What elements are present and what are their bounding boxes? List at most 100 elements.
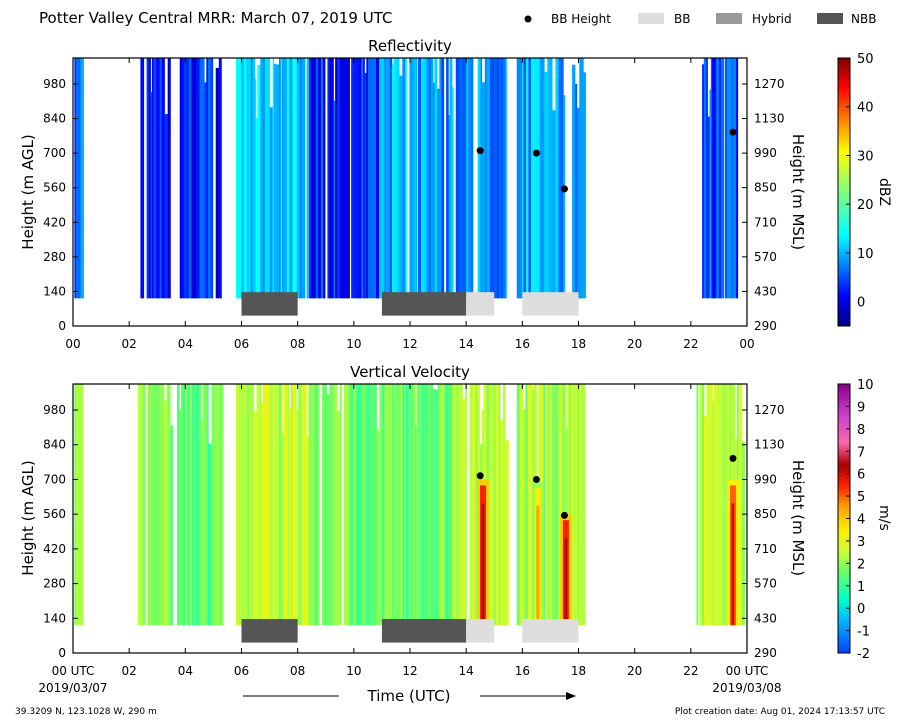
heatmap-column: [396, 58, 400, 299]
heatmap-column: [330, 384, 335, 626]
heatmap-column: [264, 384, 268, 626]
x-tick-label: 12: [402, 664, 417, 678]
reflectivity-colorbar-ticks: 0 10 20 30 40 50: [846, 52, 874, 311]
heatmap-column: [525, 384, 528, 626]
heatmap-column: [530, 58, 535, 299]
heatmap-column: [716, 58, 720, 299]
heatmap-column: [460, 384, 463, 626]
heatmap-column: [327, 58, 329, 299]
heatmap-column: [329, 384, 331, 626]
heatmap-column: [563, 384, 565, 626]
heatmap-column: [413, 384, 416, 626]
heatmap-column: [314, 384, 318, 626]
heatmap-column: [424, 384, 428, 626]
heatmap-column: [262, 384, 265, 626]
heatmap-column: [381, 384, 385, 626]
heatmap-column: [357, 384, 361, 626]
heatmap-column: [312, 384, 316, 626]
heatmap-column: [442, 384, 445, 626]
heatmap-column: [435, 390, 439, 626]
heatmap-column: [389, 58, 393, 299]
y-right-tick-label: 1130: [754, 112, 785, 126]
heatmap-column: [164, 114, 168, 299]
heatmap-column: [147, 384, 150, 626]
heatmap-column: [742, 441, 745, 626]
heatmap-column: [449, 58, 453, 299]
heatmap-column: [420, 384, 423, 626]
heatmap-column: [279, 58, 281, 299]
y-tick-label: 560: [43, 181, 66, 195]
heatmap-column: [384, 384, 388, 626]
heatmap-column: [496, 58, 500, 299]
bb-class-bb-bar: [466, 292, 495, 316]
heatmap-column: [411, 58, 415, 299]
hot-column-core: [481, 503, 485, 626]
heatmap-column: [535, 58, 540, 299]
legend-hybrid-swatch: [716, 13, 742, 24]
bb-height-point: [729, 454, 737, 462]
heatmap-column: [161, 58, 165, 299]
velocity-heatmap: [74, 384, 745, 643]
heatmap-column: [137, 384, 141, 626]
heatmap-column: [204, 82, 207, 299]
heatmap-column: [370, 384, 373, 626]
heatmap-column: [166, 384, 169, 626]
heatmap-column: [310, 384, 314, 626]
heatmap-column: [266, 58, 270, 299]
y-right-tick-label: 430: [754, 284, 777, 298]
heatmap-column: [167, 384, 171, 626]
legend-label: BB Height: [551, 12, 611, 26]
heatmap-column: [75, 384, 80, 626]
heatmap-column: [516, 384, 520, 626]
heatmap-column: [706, 384, 710, 626]
heatmap-column: [458, 58, 461, 299]
heatmap-column: [736, 58, 739, 299]
heatmap-column: [187, 384, 190, 626]
heatmap-column: [368, 384, 371, 626]
creation-date-text: Plot creation date: Aug 01, 2024 17:13:5…: [675, 707, 885, 717]
heatmap-column: [81, 384, 84, 626]
heatmap-column: [707, 116, 710, 299]
heatmap-column: [179, 409, 182, 626]
colorbar-tick-label: 7: [857, 445, 865, 460]
heatmap-column: [346, 384, 350, 626]
x-tick-label: 04: [178, 664, 193, 678]
heatmap-column: [418, 384, 422, 626]
x-tick-label: 20: [627, 664, 642, 678]
hot-column-core: [564, 538, 568, 626]
heatmap-column: [494, 58, 497, 299]
heatmap-column: [477, 58, 481, 299]
heatmap-column: [728, 58, 732, 299]
heatmap-column: [296, 410, 299, 626]
x-tick-label: 00 UTC: [52, 664, 95, 678]
heatmap-column: [329, 58, 332, 299]
heatmap-column: [387, 384, 390, 626]
heatmap-column: [473, 384, 476, 626]
heatmap-column: [492, 58, 495, 299]
heatmap-column: [142, 58, 145, 299]
heatmap-column: [339, 58, 343, 299]
velocity-colorbar-label: m/s: [876, 505, 892, 531]
heatmap-column: [455, 58, 460, 299]
heatmap-column: [140, 384, 143, 626]
heatmap-column: [272, 384, 276, 626]
bb-height-point: [532, 475, 540, 483]
colorbar-tick-label: 5: [857, 490, 865, 505]
heatmap-column: [244, 58, 247, 299]
heatmap-column: [159, 58, 163, 299]
y-tick-label: 420: [43, 542, 66, 556]
heatmap-column: [516, 58, 520, 299]
y-tick-label: 280: [43, 250, 66, 264]
heatmap-column: [321, 384, 325, 626]
heatmap-column: [519, 58, 523, 299]
colorbar-tick-label: 1: [857, 580, 865, 595]
heatmap-column: [148, 58, 151, 299]
heatmap-column: [167, 58, 171, 299]
heatmap-column: [221, 384, 224, 626]
heatmap-column: [372, 384, 375, 626]
heatmap-column: [345, 58, 348, 299]
heatmap-column: [322, 58, 326, 299]
heatmap-column: [471, 384, 474, 626]
heatmap-column: [520, 384, 524, 626]
